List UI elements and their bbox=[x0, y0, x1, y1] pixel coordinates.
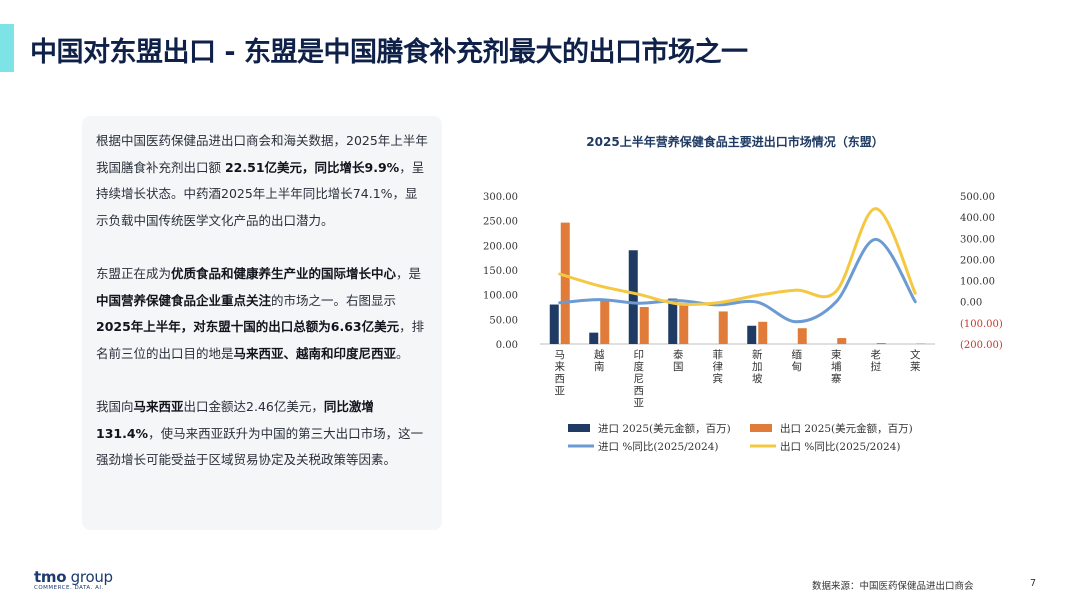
bold-text-run: 马来西亚 bbox=[133, 399, 184, 414]
text-run: ，使马来西亚跃升为中国的第三大出口市场，这一强劲增长可能受益于区域贸易协定及关税… bbox=[96, 425, 424, 468]
legend-swatch-bar bbox=[568, 424, 590, 432]
text-run: 东盟正在成为 bbox=[96, 266, 172, 281]
paragraph-2: 东盟正在成为优质食品和健康养生产业的国际增长中心，是中国营养保健食品企业重点关注… bbox=[96, 261, 428, 367]
bar-import bbox=[628, 250, 638, 344]
bold-text-run: 优质食品和健康养生产业的国际增长中心 bbox=[171, 266, 397, 281]
legend-label: 出口 %同比(2025/2024) bbox=[780, 440, 901, 453]
x-tick-label: 老挝 bbox=[871, 348, 882, 373]
y-left-tick-label: 250.00 bbox=[483, 217, 518, 228]
bar-export bbox=[837, 338, 847, 344]
bar-export bbox=[639, 307, 649, 344]
y-left-tick-label: 100.00 bbox=[483, 291, 518, 302]
x-tick-label: 文莱 bbox=[910, 348, 921, 373]
page-title: 中国对东盟出口 - 东盟是中国膳食补充剂最大的出口市场之一 bbox=[30, 37, 748, 68]
legend-label: 进口 2025(美元金额，百万) bbox=[598, 422, 731, 435]
bar-export bbox=[797, 328, 807, 344]
bar-import bbox=[589, 332, 599, 344]
x-tick-label: 缅甸 bbox=[792, 348, 803, 373]
bold-text-run: 同比激增131.4% bbox=[96, 399, 374, 441]
page-number: 7 bbox=[1030, 578, 1037, 589]
text-run: ，排名前三位的出口目的地是 bbox=[96, 319, 425, 361]
y-right-tick-label: 500.00 bbox=[960, 192, 995, 203]
logo-tagline: COMMERCE. DATA. AI. bbox=[34, 585, 104, 591]
legend-label: 进口 %同比(2025/2024) bbox=[598, 440, 719, 453]
y-left-tick-label: 50.00 bbox=[489, 315, 518, 326]
bold-text-run: 2025年上半年，对东盟十国的出口总额为6.63亿美元 bbox=[96, 319, 400, 334]
y-left-tick-label: 150.00 bbox=[483, 266, 518, 277]
y-right-tick-label: 300.00 bbox=[960, 234, 995, 245]
bold-text-run: 马来西亚、越南和印度尼西亚 bbox=[233, 345, 397, 361]
x-tick-label: 越南 bbox=[594, 348, 605, 373]
paragraph-1: 根据中国医药保健品进出口商会和海关数据，2025年上半年我国膳食补充剂出口额 2… bbox=[96, 128, 428, 234]
text-panel: 根据中国医药保健品进出口商会和海关数据，2025年上半年我国膳食补充剂出口额 2… bbox=[82, 116, 442, 530]
bold-text-run: 22.51亿美元，同比增长9.9% bbox=[224, 159, 400, 175]
line-import-yoy bbox=[558, 237, 917, 324]
bar-export bbox=[679, 305, 689, 344]
x-tick-label: 菲律宾 bbox=[713, 349, 724, 385]
bold-text-run: 中国营养保健食品企业重点关注 bbox=[96, 292, 272, 308]
text-run: 根据中国医药保健品进出口商会和海关数据，2025年上半年我国膳食补充剂出口额 bbox=[96, 133, 428, 175]
logo-group-text: group bbox=[66, 568, 113, 586]
y-right-tick-label: 100.00 bbox=[960, 277, 995, 288]
y-right-tick-label: 400.00 bbox=[960, 213, 995, 224]
bar-export bbox=[560, 222, 570, 344]
x-tick-label: 柬埔寨 bbox=[831, 349, 842, 385]
x-tick-label: 印度尼西亚 bbox=[634, 349, 645, 409]
trade-chart: 2025上半年营养保健食品主要进出口市场情况（东盟） 0.00 50.00 100.0… bbox=[483, 134, 1003, 453]
legend-label: 出口 2025(美元金额，百万) bbox=[780, 422, 913, 435]
y-right-tick-label: (200.00) bbox=[960, 340, 1003, 351]
bar-export bbox=[600, 299, 610, 344]
chart-title: 2025上半年营养保健食品主要进出口市场情况（东盟） bbox=[586, 134, 883, 149]
bar-export bbox=[718, 311, 728, 344]
y-right-tick-label: 200.00 bbox=[960, 255, 995, 266]
tmo-group-logo: tmo group COMMERCE. DATA. AI. bbox=[34, 568, 113, 591]
y-left-tick-label: 200.00 bbox=[483, 241, 518, 252]
text-run: 我国向 bbox=[96, 399, 134, 414]
bar-import bbox=[668, 298, 678, 344]
x-tick-label: 新加坡 bbox=[752, 348, 763, 385]
x-tick-label: 马来西亚 bbox=[555, 349, 566, 397]
bar-export bbox=[876, 343, 886, 344]
logo-mark: tmo bbox=[34, 568, 67, 586]
text-run: ，呈持续增长状态。中药酒2025年上半年同比增长74.1%，显示负载中国传统医学… bbox=[96, 159, 425, 228]
title-accent-bar bbox=[0, 24, 14, 72]
bar-import bbox=[747, 325, 757, 344]
x-tick-label: 泰国 bbox=[673, 348, 684, 373]
text-run: 的市场之一。右图显示 bbox=[271, 292, 397, 308]
text-run: 。 bbox=[396, 345, 409, 361]
bar-import bbox=[549, 304, 559, 344]
text-run: 出口金额达2.46亿美元， bbox=[183, 399, 324, 414]
chart-container: 2025上半年营养保健食品主要进出口市场情况（东盟） 0.00 50.00 100.0… bbox=[470, 126, 1030, 476]
text-run: ，是 bbox=[396, 266, 422, 281]
paragraph-3: 我国向马来西亚出口金额达2.46亿美元，同比激增131.4%，使马来西亚跃升为中… bbox=[96, 394, 428, 474]
legend-swatch-bar bbox=[750, 424, 772, 432]
y-right-tick-label: 0.00 bbox=[960, 298, 982, 309]
data-source-note: 数据来源：中国医药保健品进出口商会 bbox=[812, 581, 974, 592]
y-left-tick-label: 0.00 bbox=[496, 340, 518, 351]
line-export-yoy bbox=[558, 207, 917, 306]
y-left-tick-label: 300.00 bbox=[483, 192, 518, 203]
y-right-tick-label: (100.00) bbox=[960, 319, 1003, 330]
bar-export bbox=[758, 321, 768, 344]
